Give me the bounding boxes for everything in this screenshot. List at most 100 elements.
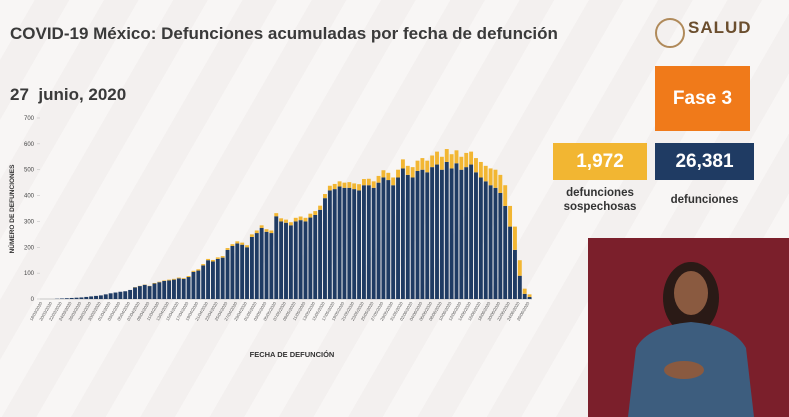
bar [201, 264, 206, 266]
y-tick-label: 0 [31, 297, 35, 303]
bar [517, 275, 522, 299]
bar [400, 159, 405, 169]
confirmed-label: defunciones [670, 194, 739, 206]
bar [94, 295, 98, 299]
logo-text: SALUD [688, 18, 752, 37]
suspected-label: defunciones sospechosas [563, 187, 637, 213]
bar [396, 169, 400, 178]
bar [196, 270, 201, 299]
bar [405, 165, 410, 175]
bar [498, 174, 503, 193]
bar [313, 214, 318, 299]
bar [225, 249, 230, 299]
y-tick-label: 300 [24, 219, 35, 225]
bar [439, 156, 444, 170]
y-tick-label: 600 [24, 142, 35, 148]
bar [522, 293, 527, 299]
bar [176, 278, 181, 299]
slide-date: 27 junio, 2020 [10, 85, 127, 104]
bar [288, 225, 293, 299]
bar [464, 152, 469, 168]
slide-title: COVID-19 México: Defunciones acumuladas … [10, 24, 558, 43]
bar [337, 186, 342, 299]
bar [118, 291, 123, 299]
suspected-box: 1,972 [553, 143, 647, 180]
bar [249, 236, 254, 299]
bar [508, 205, 513, 227]
bar [508, 226, 513, 299]
bar [435, 164, 439, 299]
bar [517, 260, 522, 276]
bar [235, 241, 240, 244]
bar [371, 181, 376, 188]
y-tick-label: 200 [24, 245, 35, 251]
bar [157, 282, 162, 299]
bar [327, 185, 332, 191]
bar [435, 151, 439, 165]
bar [152, 282, 157, 284]
bar [220, 256, 225, 258]
bar [396, 177, 400, 299]
bar [157, 281, 162, 283]
bar [220, 257, 225, 299]
bar [503, 205, 508, 299]
bar [386, 172, 391, 181]
bar [191, 270, 196, 272]
bar [425, 160, 430, 173]
bar [181, 278, 186, 299]
bar [269, 230, 274, 234]
bar [123, 291, 128, 299]
x-axis-label: FECHA DE DEFUNCIÓN [250, 350, 335, 359]
bar [357, 190, 362, 299]
bar [371, 187, 376, 299]
bar [79, 297, 84, 299]
bar [69, 297, 74, 299]
bar [313, 211, 318, 215]
bar [181, 278, 186, 279]
bar [98, 295, 103, 299]
phase-box: Fase 3 [655, 66, 750, 131]
bar [483, 181, 488, 299]
bar [89, 296, 94, 299]
bar [454, 163, 459, 299]
bar [274, 213, 279, 217]
bar [215, 258, 220, 299]
bar [128, 289, 133, 299]
bar [449, 168, 454, 299]
bar [308, 217, 313, 299]
bar [323, 194, 327, 199]
bar [298, 216, 303, 221]
bar [332, 189, 337, 299]
bar [357, 184, 362, 191]
bar [318, 209, 323, 299]
bar [230, 244, 235, 246]
bar [152, 283, 157, 299]
bar [444, 149, 449, 162]
bar [478, 161, 483, 178]
bar [108, 293, 113, 299]
bar [230, 245, 235, 299]
bar [196, 269, 201, 271]
bar [469, 164, 474, 299]
bar [391, 185, 396, 299]
bar [84, 296, 89, 299]
y-axis-label: NÚMERO DE DEFUNCIONES [7, 164, 16, 254]
bar [493, 169, 498, 188]
bar [245, 247, 249, 299]
bar [172, 279, 176, 299]
bar [142, 284, 147, 299]
bar [215, 257, 220, 259]
bar [513, 226, 517, 250]
bar [400, 168, 405, 299]
bar [293, 217, 298, 222]
bar [186, 277, 191, 299]
bar [245, 245, 249, 248]
bar [240, 242, 245, 245]
bar [361, 185, 366, 299]
bar [249, 234, 254, 237]
bar [64, 298, 69, 299]
bar [279, 218, 284, 222]
bar [342, 187, 347, 299]
y-tick-label: 400 [24, 194, 35, 200]
